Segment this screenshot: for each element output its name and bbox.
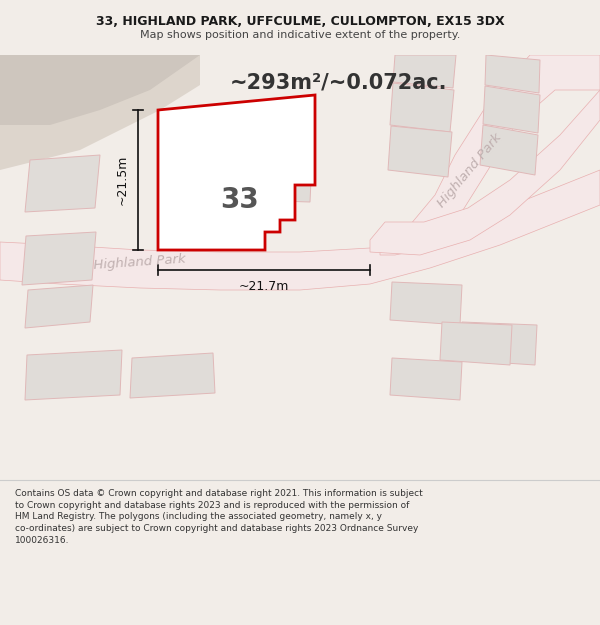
Polygon shape xyxy=(0,55,200,170)
Polygon shape xyxy=(388,126,452,177)
Text: Highland Park: Highland Park xyxy=(436,131,505,209)
Text: ~21.5m: ~21.5m xyxy=(115,155,128,205)
Polygon shape xyxy=(480,125,538,175)
Text: ~293m²/~0.072ac.: ~293m²/~0.072ac. xyxy=(230,72,448,92)
Polygon shape xyxy=(370,90,600,255)
Polygon shape xyxy=(483,86,540,133)
Polygon shape xyxy=(22,232,96,285)
Polygon shape xyxy=(25,155,100,212)
Polygon shape xyxy=(245,155,312,202)
Text: ~21.7m: ~21.7m xyxy=(239,279,289,292)
Polygon shape xyxy=(393,55,456,88)
Polygon shape xyxy=(0,170,600,290)
Polygon shape xyxy=(0,55,200,125)
Polygon shape xyxy=(158,95,315,250)
Polygon shape xyxy=(390,282,462,325)
Polygon shape xyxy=(460,322,537,365)
Text: 33: 33 xyxy=(221,186,259,214)
Polygon shape xyxy=(130,353,215,398)
Polygon shape xyxy=(390,358,462,400)
Text: 33, HIGHLAND PARK, UFFCULME, CULLOMPTON, EX15 3DX: 33, HIGHLAND PARK, UFFCULME, CULLOMPTON,… xyxy=(95,16,505,28)
Polygon shape xyxy=(440,322,512,365)
Polygon shape xyxy=(25,350,122,400)
Text: Map shows position and indicative extent of the property.: Map shows position and indicative extent… xyxy=(140,29,460,39)
Polygon shape xyxy=(390,83,454,132)
Text: Contains OS data © Crown copyright and database right 2021. This information is : Contains OS data © Crown copyright and d… xyxy=(15,489,423,545)
Polygon shape xyxy=(485,55,540,93)
Text: Highland Park: Highland Park xyxy=(94,253,187,272)
Polygon shape xyxy=(25,285,93,328)
Polygon shape xyxy=(380,55,600,255)
